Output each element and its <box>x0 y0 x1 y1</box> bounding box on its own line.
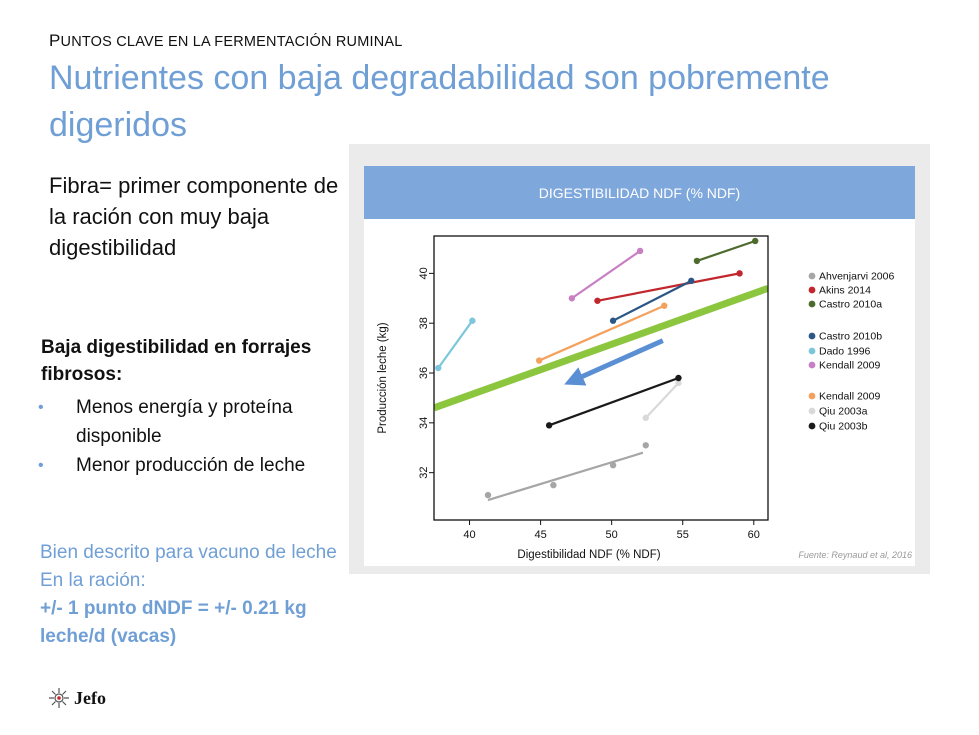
legend-label: Ahvenjarvi 2006 <box>819 271 894 283</box>
bullet-dot-icon: • <box>38 457 44 474</box>
series-line <box>571 250 641 300</box>
note-bold: +/- 1 punto dNDF = +/- 0.21 kg leche/d (… <box>40 598 307 647</box>
legend-swatch <box>808 272 816 280</box>
data-point <box>642 414 649 422</box>
data-point <box>642 442 649 449</box>
plot-frame <box>433 235 769 521</box>
data-point <box>594 297 601 304</box>
series-line <box>548 376 679 427</box>
eyebrow-initial: P <box>49 31 61 50</box>
trend-line <box>434 285 768 412</box>
data-point <box>545 422 553 429</box>
series-line <box>538 304 665 362</box>
data-point <box>675 379 682 387</box>
legend-label: Castro 2010b <box>819 331 882 343</box>
data-point <box>675 374 682 382</box>
data-point <box>661 302 668 309</box>
y-tick-label: 40 <box>418 267 430 279</box>
legend-swatch <box>808 300 816 308</box>
legend-label: Qiu 2003a <box>819 406 868 418</box>
data-point <box>568 295 576 302</box>
trend-arrow <box>564 338 664 386</box>
x-tick-label: 45 <box>534 529 546 541</box>
x-axis-label: Digestibilidad NDF (% NDF) <box>517 549 660 561</box>
legend-label: Akins 2014 <box>819 285 871 297</box>
legend-swatch <box>808 422 816 430</box>
chart-inner: DIGESTIBILIDAD NDF (% NDF) 40 45 50 55 60 32 3… <box>364 166 915 566</box>
data-point <box>609 317 617 324</box>
x-tick-label: 55 <box>677 529 689 541</box>
y-axis-label: Producción leche (kg) <box>377 322 389 433</box>
data-point <box>688 277 695 285</box>
bullet-item: • Menos energía y proteína disponible <box>38 393 338 451</box>
y-tick-label: 34 <box>418 417 430 429</box>
bullet-dot-icon: • <box>38 399 44 416</box>
data-point <box>484 491 492 499</box>
note-block: Bien descrito para vacuno de leche En la… <box>40 539 340 651</box>
logo: Jefo <box>47 685 106 711</box>
subhead: Baja digestibilidad en forrajes fibrosos… <box>41 337 312 385</box>
chart-source: Fuente: Reynaud et al, 2016 <box>798 550 912 560</box>
series-line <box>437 320 474 369</box>
chart-svg: 40 45 50 55 60 32 34 36 38 40 Digestibilidad NDF (… <box>377 235 912 561</box>
logo-text: Jefo <box>74 687 106 708</box>
y-tick-label: 32 <box>418 467 430 479</box>
bullet-text: Menor producción de leche <box>76 455 306 476</box>
bullet-text: Menos energía y proteína disponible <box>76 397 293 447</box>
data-point <box>469 317 476 324</box>
legend-swatch <box>808 361 816 369</box>
data-point <box>435 364 442 372</box>
x-tick-label: 40 <box>463 529 475 541</box>
legend-label: Qiu 2003b <box>819 421 868 433</box>
legend-swatch <box>808 392 816 400</box>
y-tick-label: 36 <box>418 367 430 379</box>
legend-swatch <box>808 407 816 415</box>
note-line: Bien descrito para vacuno de leche <box>40 542 337 563</box>
legend-label: Castro 2010a <box>819 299 882 311</box>
data-point <box>535 357 543 364</box>
bullet-item: • Menor producción de leche <box>38 451 338 480</box>
data-point <box>550 481 557 489</box>
eyebrow-rest: UNTOS CLAVE EN LA FERMENTACIÓN RUMINAL <box>60 34 403 50</box>
chart-panel: DIGESTIBILIDAD NDF (% NDF) 40 45 50 55 60 32 3… <box>349 144 930 574</box>
slide-title: Nutrientes con baja degradabilidad son p… <box>49 59 830 144</box>
data-point <box>636 247 644 255</box>
data-point <box>609 461 617 469</box>
series-line <box>644 382 680 419</box>
x-tick-label: 60 <box>748 529 760 541</box>
data-point <box>752 237 759 245</box>
legend-swatch <box>808 347 816 355</box>
series-line <box>487 451 644 502</box>
chart-title: DIGESTIBILIDAD NDF (% NDF) <box>364 166 915 219</box>
x-tick-label: 50 <box>606 529 618 541</box>
note-line: En la ración: <box>40 570 146 591</box>
y-tick-label: 38 <box>418 317 430 329</box>
lead-text: Fibra= primer componente de la ración co… <box>49 173 339 260</box>
legend-swatch <box>808 332 816 340</box>
legend-swatch <box>808 286 816 294</box>
series-line <box>612 279 692 322</box>
bullet-list: • Menos energía y proteína disponible • Me… <box>38 393 338 480</box>
series-line <box>696 239 756 262</box>
legend-label: Kendall 2009 <box>819 360 880 372</box>
data-point <box>693 257 701 265</box>
legend-label: Dado 1996 <box>819 346 871 358</box>
legend-label: Kendall 2009 <box>819 391 880 403</box>
series-line <box>597 272 740 302</box>
slide-eyebrow: PUNTOS CLAVE EN LA FERMENTACIÓN RUMINAL <box>49 31 403 51</box>
jefo-logo-icon <box>49 688 69 708</box>
data-point <box>736 270 743 277</box>
